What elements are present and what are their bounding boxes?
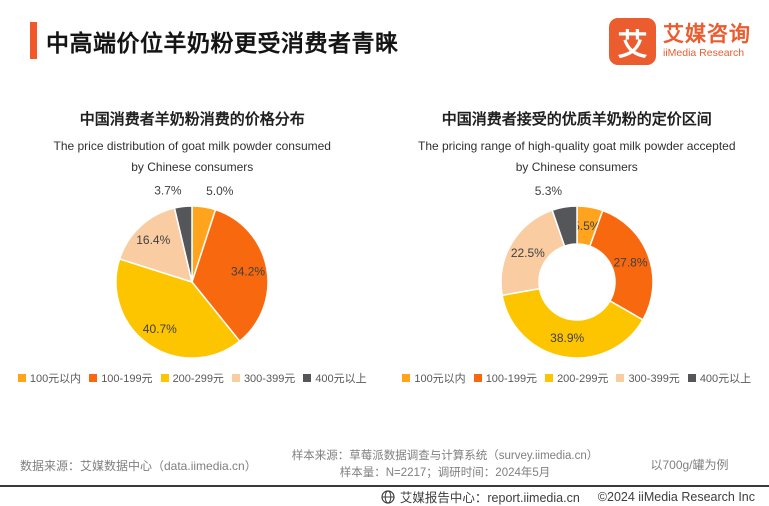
legend-swatch xyxy=(232,374,240,382)
pie-chart-price-distribution: 5.0% 34.2% 40.7% 16.4% 3.7% xyxy=(7,182,377,368)
data-source-text: 数据来源：艾媒数据中心（data.iimedia.cn） xyxy=(0,457,280,474)
header: 中高端价位羊奶粉更受消费者青睐 艾 艾媒咨询 iiMedia Research xyxy=(30,18,751,65)
legend-swatch xyxy=(161,374,169,382)
logo-mark-icon: 艾 xyxy=(609,18,656,65)
legend-label: 100-199元 xyxy=(101,370,152,386)
sample-source-block: 样本来源：草莓派数据调查与计算系统（survey.iimedia.cn） 样本量… xyxy=(280,448,610,482)
legend-item-200-299元: 200-299元 xyxy=(545,370,608,386)
copyright-text: ©2024 iiMedia Research Inc xyxy=(598,490,755,504)
legend-label: 300-399元 xyxy=(244,370,295,386)
sample-source-line1: 样本来源：草莓派数据调查与计算系统（survey.iimedia.cn） xyxy=(280,448,610,465)
legend-swatch xyxy=(89,374,97,382)
logo-name-en: iiMedia Research xyxy=(663,47,751,60)
chart-subtitle-left-line1: The price distribution of goat milk powd… xyxy=(54,136,331,157)
bottom-bar: 艾媒报告中心：report.iimedia.cn ©2024 iiMedia R… xyxy=(0,487,769,506)
donut-chart-pricing-range: 5.5%27.8%38.9%22.5%5.3% xyxy=(392,182,762,368)
chart-title-left: 中国消费者羊奶粉消费的价格分布 xyxy=(80,108,305,129)
logo-name-cn: 艾媒咨询 xyxy=(663,23,751,47)
legend-label: 100-199元 xyxy=(486,370,537,386)
legend-item-200-299元: 200-299元 xyxy=(161,370,224,386)
legend-swatch xyxy=(616,374,624,382)
sample-source-line2: 样本量：N=2217；调研时间：2024年5月 xyxy=(280,465,610,482)
slice-value-label: 38.9% xyxy=(550,331,584,345)
legend-swatch xyxy=(688,374,696,382)
legend-swatch xyxy=(545,374,553,382)
slice-value-label: 3.7% xyxy=(154,184,182,198)
title-accent-bar xyxy=(30,22,37,59)
legend-label: 100元以内 xyxy=(414,370,465,386)
report-center-item: 艾媒报告中心：report.iimedia.cn xyxy=(381,487,580,506)
legend-left: 100元以内 100-199元 200-299元 300-399元 400元以上 xyxy=(14,370,371,386)
slice-value-label: 16.4% xyxy=(136,233,170,247)
globe-icon xyxy=(381,490,395,504)
slice-value-label: 34.2% xyxy=(231,265,265,279)
iimedia-logo: 艾 艾媒咨询 iiMedia Research xyxy=(609,18,751,65)
legend-item-300-399元: 300-399元 xyxy=(232,370,295,386)
legend-label: 300-399元 xyxy=(628,370,679,386)
legend-item-100元以内: 100元以内 xyxy=(402,370,465,386)
slice-value-label: 5.3% xyxy=(534,184,562,198)
legend-item-400元以上: 400元以上 xyxy=(303,370,366,386)
title-block: 中高端价位羊奶粉更受消费者青睐 xyxy=(30,22,399,59)
unit-note-text: 以700g/罐为例 xyxy=(610,456,769,473)
legend-label: 400元以上 xyxy=(315,370,366,386)
logo-text: 艾媒咨询 iiMedia Research xyxy=(663,23,751,60)
report-center-text: 艾媒报告中心：report.iimedia.cn xyxy=(400,487,580,506)
slice-value-label: 27.8% xyxy=(613,255,647,269)
chart-panel-right: 中国消费者接受的优质羊奶粉的定价区间 The pricing range of … xyxy=(385,108,769,386)
legend-label: 200-299元 xyxy=(557,370,608,386)
legend-label: 100元以内 xyxy=(30,370,81,386)
legend-label: 200-299元 xyxy=(173,370,224,386)
chart-panel-left: 中国消费者羊奶粉消费的价格分布 The price distribution o… xyxy=(0,108,385,386)
legend-swatch xyxy=(474,374,482,382)
slice-value-label: 40.7% xyxy=(143,322,177,336)
legend-item-100-199元: 100-199元 xyxy=(89,370,152,386)
charts-row: 中国消费者羊奶粉消费的价格分布 The price distribution o… xyxy=(0,108,769,386)
legend-swatch xyxy=(402,374,410,382)
chart-title-right: 中国消费者接受的优质羊奶粉的定价区间 xyxy=(442,108,712,129)
page-title: 中高端价位羊奶粉更受消费者青睐 xyxy=(46,24,399,58)
chart-subtitle-right-line1: The pricing range of high-quality goat m… xyxy=(418,136,736,157)
legend-right: 100元以内 100-199元 200-299元 300-399元 400元以上 xyxy=(398,370,755,386)
legend-swatch xyxy=(18,374,26,382)
legend-swatch xyxy=(303,374,311,382)
legend-item-100-199元: 100-199元 xyxy=(474,370,537,386)
slice-value-label: 22.5% xyxy=(511,246,545,260)
chart-subtitle-left-line2: by Chinese consumers xyxy=(131,157,253,178)
legend-label: 400元以上 xyxy=(700,370,751,386)
legend-item-100元以内: 100元以内 xyxy=(18,370,81,386)
chart-subtitle-right-line2: by Chinese consumers xyxy=(516,157,638,178)
footer: 数据来源：艾媒数据中心（data.iimedia.cn） 样本来源：草莓派数据调… xyxy=(0,448,769,482)
legend-item-400元以上: 400元以上 xyxy=(688,370,751,386)
legend-item-300-399元: 300-399元 xyxy=(616,370,679,386)
slice-value-label: 5.0% xyxy=(206,184,234,198)
